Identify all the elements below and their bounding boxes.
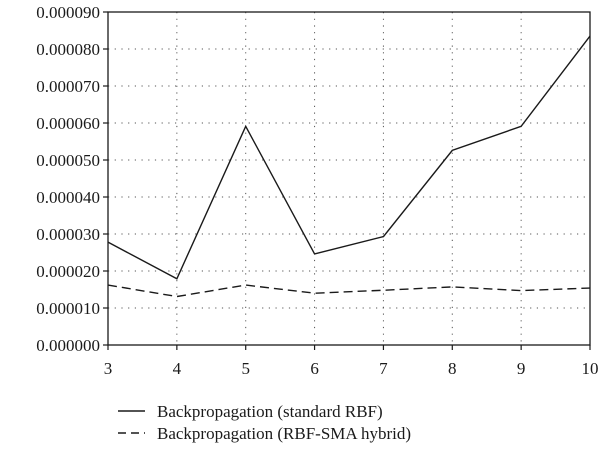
y-tick-label: 0.000020 [36,262,100,281]
x-tick-label: 3 [104,359,113,378]
legend: Backpropagation (standard RBF) Backpropag… [118,402,411,443]
x-axis: 3 4 5 6 7 8 9 10 [104,345,599,378]
y-tick-label: 0.000000 [36,336,100,355]
x-tick-label: 7 [379,359,388,378]
y-tick-label: 0.000050 [36,151,100,170]
series-line-2 [108,285,590,296]
x-tick-label: 10 [582,359,599,378]
x-tick-label: 4 [173,359,182,378]
x-tick-label: 6 [310,359,319,378]
y-tick-label: 0.000030 [36,225,100,244]
x-tick-label: 5 [241,359,250,378]
y-tick-label: 0.000090 [36,3,100,22]
y-tick-label: 0.000070 [36,77,100,96]
y-axis: 0.000090 0.000080 0.000070 0.000060 0.000050… [36,3,108,355]
series-layer [108,36,590,296]
y-tick-label: 0.000010 [36,299,100,318]
grid-layer [108,12,590,345]
plot-frame [108,12,590,345]
x-tick-label: 9 [517,359,526,378]
series-line-1 [108,36,590,279]
y-tick-label: 0.000060 [36,114,100,133]
y-tick-label: 0.000080 [36,40,100,59]
legend-label-2: Backpropagation (RBF-SMA hybrid) [157,424,411,443]
legend-label-1: Backpropagation (standard RBF) [157,402,383,421]
x-tick-label: 8 [448,359,457,378]
y-tick-label: 0.000040 [36,188,100,207]
